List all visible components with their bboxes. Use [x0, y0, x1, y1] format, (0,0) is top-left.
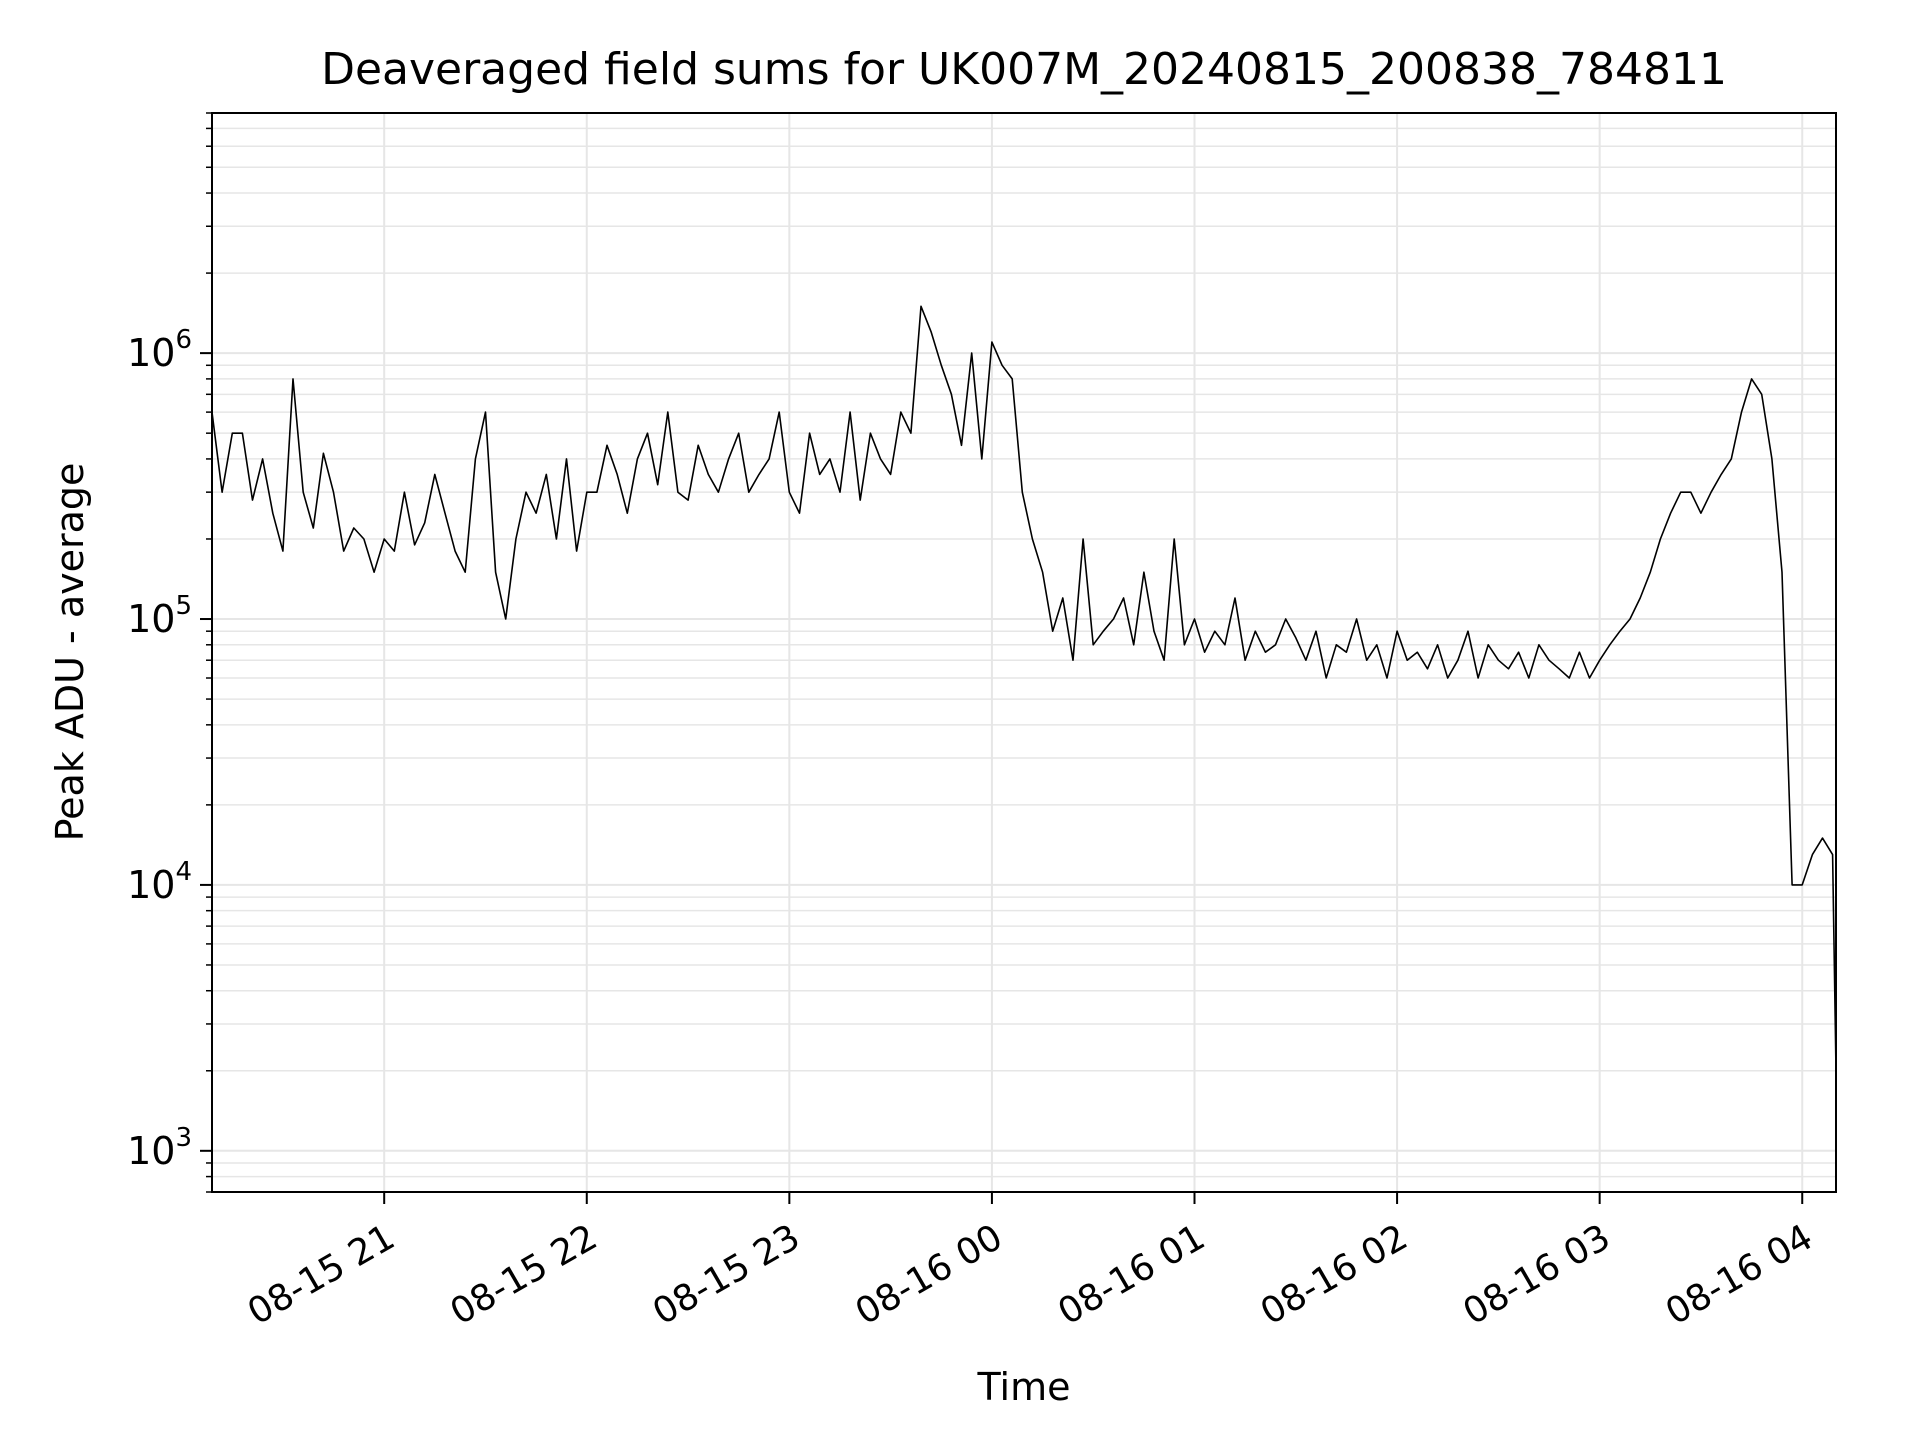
y-tick-label: 104 [127, 857, 192, 907]
plot-frame [211, 112, 1837, 1193]
series-line [211, 305, 1837, 1071]
x-axis-label: Time [977, 1365, 1071, 1409]
y-tick-label: 106 [127, 325, 192, 375]
x-tick-label: 08-16 02 [1254, 1217, 1415, 1333]
x-tick-label: 08-15 23 [646, 1217, 807, 1333]
y-tick-label: 105 [127, 591, 192, 641]
x-tick-label: 08-16 00 [849, 1217, 1010, 1333]
y-tick-label: 103 [127, 1123, 192, 1173]
y-axis-label: Peak ADU - average [48, 462, 92, 842]
x-tick-label: 08-16 04 [1659, 1217, 1820, 1333]
chart-title: Deaveraged field sums for UK007M_2024081… [321, 44, 1727, 95]
x-tick-label: 08-16 03 [1456, 1217, 1617, 1333]
x-tick-label: 08-15 22 [444, 1217, 605, 1333]
x-tick-label: 08-15 21 [241, 1217, 402, 1333]
x-tick-label: 08-16 01 [1051, 1217, 1212, 1333]
